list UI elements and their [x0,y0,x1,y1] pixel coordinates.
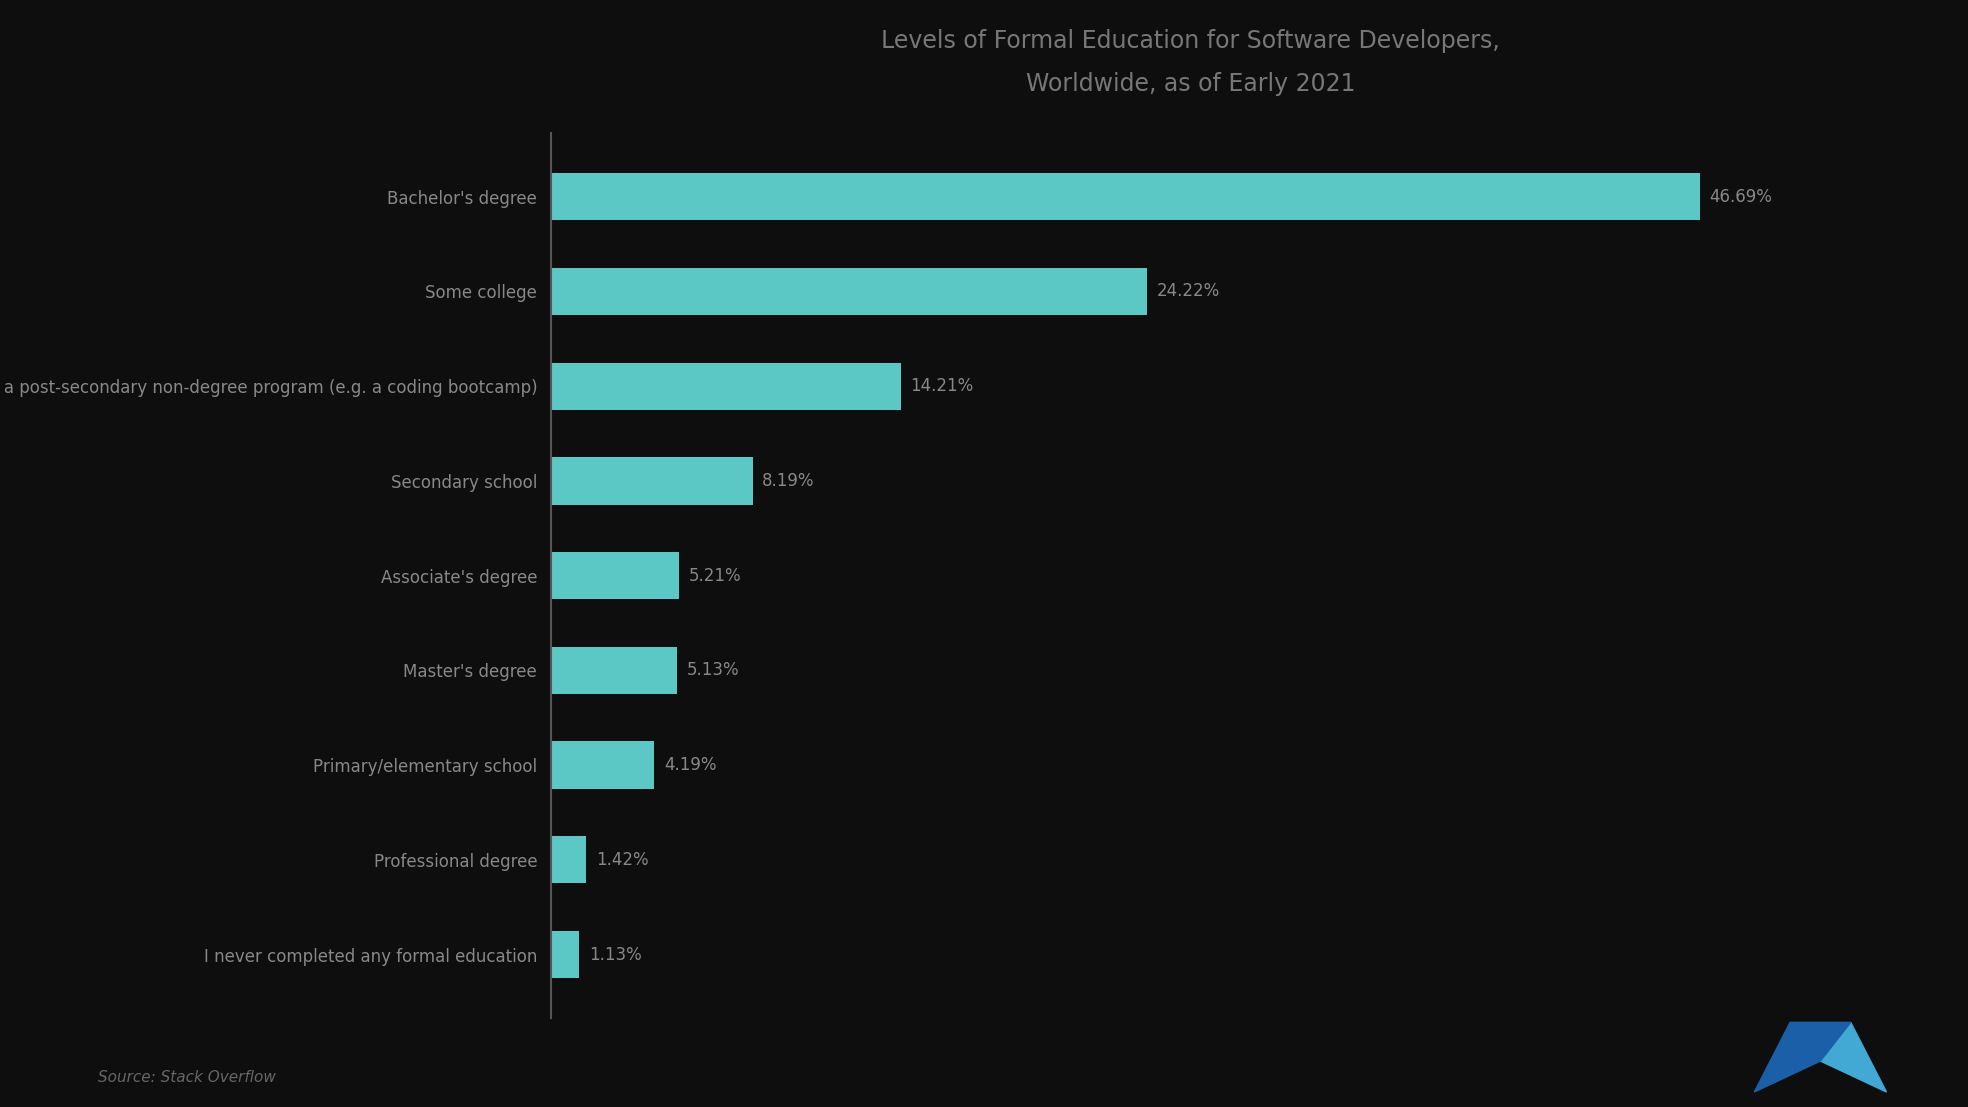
Polygon shape [1753,1023,1820,1092]
Text: 5.21%: 5.21% [689,567,742,584]
Bar [551,742,653,789]
Text: 8.19%: 8.19% [762,472,815,490]
Bar [551,931,579,979]
Text: 1.42%: 1.42% [596,851,647,869]
Text: Source: Stack Overflow: Source: Stack Overflow [98,1069,276,1085]
Text: 46.69%: 46.69% [1710,188,1773,206]
Bar [551,457,752,505]
Bar [551,552,679,599]
Polygon shape [1820,1023,1887,1092]
Text: 24.22%: 24.22% [1157,282,1220,300]
Text: 1.13%: 1.13% [588,945,642,963]
Polygon shape [1791,1023,1850,1061]
Bar [551,836,586,883]
Text: 4.19%: 4.19% [663,756,716,774]
Bar [551,268,1147,315]
Text: 5.13%: 5.13% [687,661,740,680]
Bar [551,646,677,694]
Bar [551,173,1700,220]
Text: 14.21%: 14.21% [911,377,974,395]
Bar [551,362,901,410]
Title: Levels of Formal Education for Software Developers,
Worldwide, as of Early 2021: Levels of Formal Education for Software … [882,29,1500,96]
